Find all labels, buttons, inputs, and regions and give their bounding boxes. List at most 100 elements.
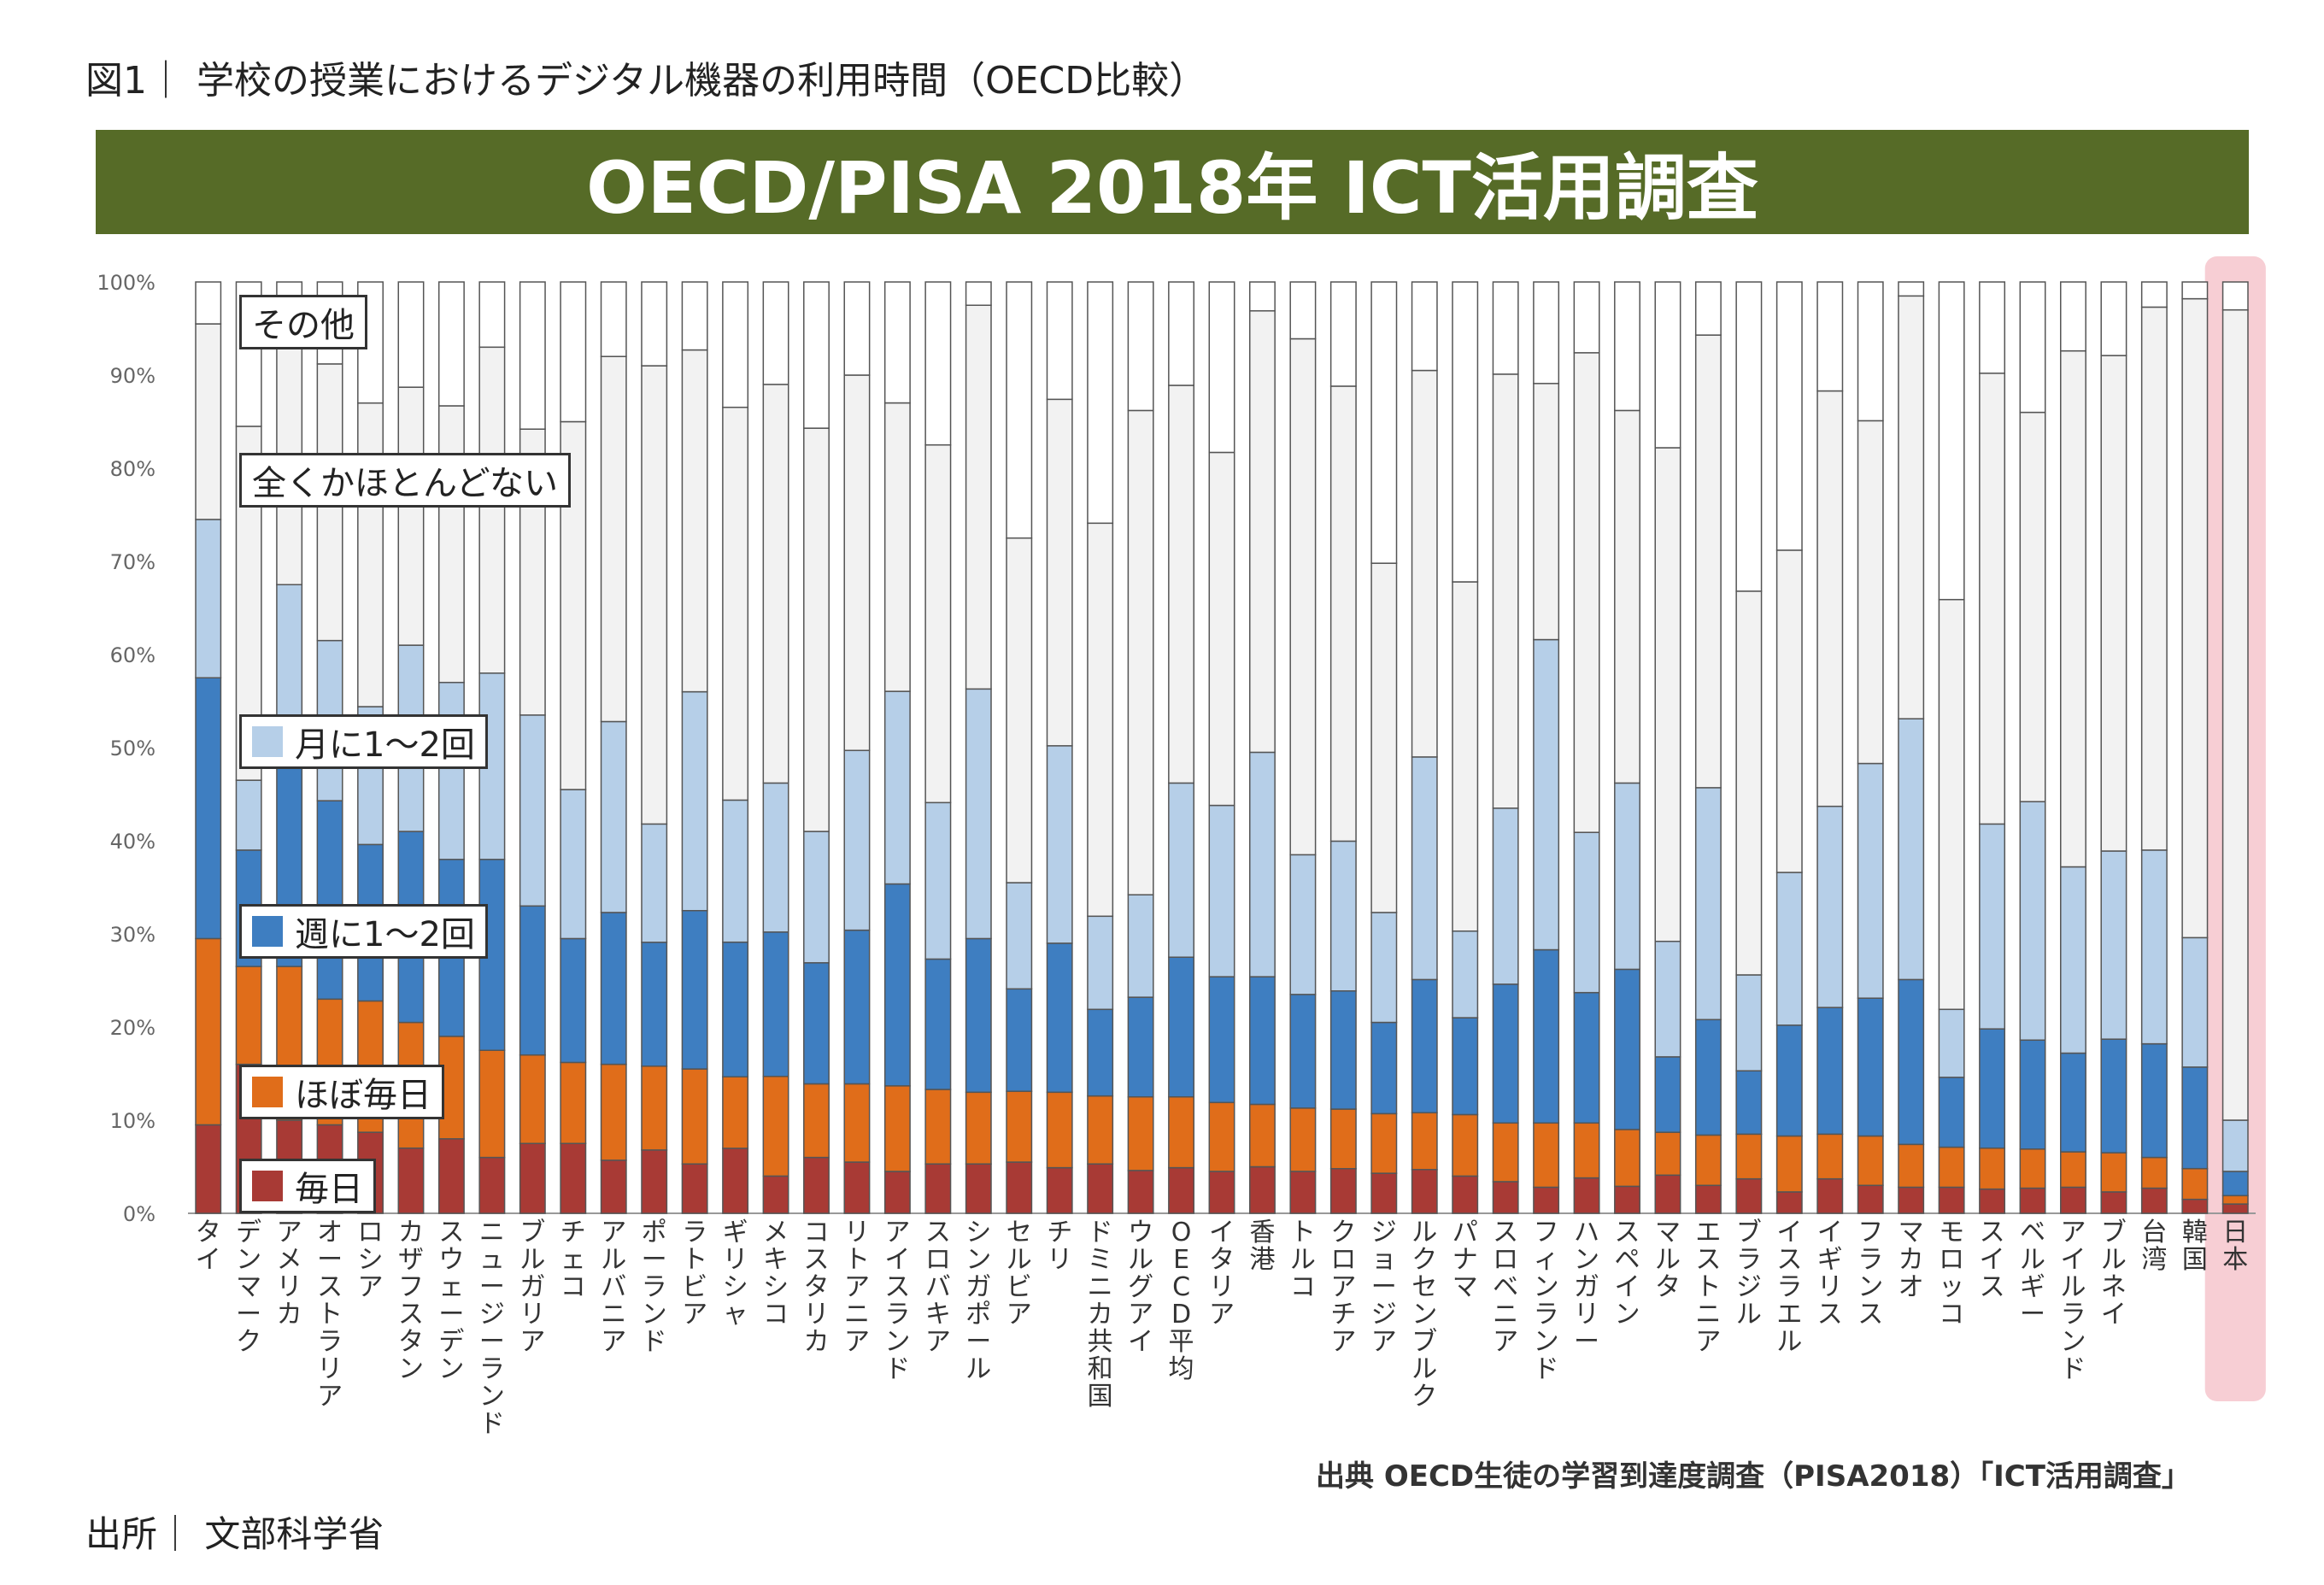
bar-segment-weekly <box>560 937 587 1064</box>
bar-segment-daily <box>883 1171 911 1214</box>
category-label: ラ <box>2060 1300 2086 1330</box>
bar-segment-weekly <box>1087 1008 1114 1097</box>
category-label: ポ <box>642 1218 667 1247</box>
legend-label-weekly: 週に1〜2回 <box>295 915 475 954</box>
bar-segment-weekly <box>2100 1038 2127 1154</box>
category-label: カ <box>1899 1245 1924 1275</box>
category-label: ロ <box>925 1245 951 1275</box>
bar-segment-monthly <box>1979 823 2006 1030</box>
category-label: フ <box>398 1272 424 1302</box>
bar-segment-weekly <box>803 962 830 1085</box>
category-label: ス <box>398 1300 424 1330</box>
bar-segment-weekly <box>1614 968 1640 1130</box>
bar-segment-other <box>1329 281 1357 387</box>
bar-segment-other <box>1654 281 1681 449</box>
category-label: オ <box>317 1218 343 1247</box>
y-tick-label: 0% <box>123 1202 156 1226</box>
category-label: カ <box>398 1218 424 1247</box>
category-label: ブ <box>2101 1218 2127 1247</box>
bar-segment-monthly <box>1452 930 1479 1019</box>
category-label: ロ <box>1939 1245 1964 1275</box>
bar-segment-almost_daily <box>519 1054 546 1144</box>
category-label: イ <box>1980 1245 2005 1275</box>
bar-segment-other <box>843 281 871 376</box>
bar-segment-almost_daily <box>1775 1135 1803 1193</box>
bar-segment-weekly <box>1979 1028 2006 1149</box>
y-tick-label: 80% <box>110 457 156 481</box>
bar-segment-monthly <box>2060 866 2086 1054</box>
category-label: ト <box>317 1300 343 1330</box>
category-label: コ <box>560 1272 586 1302</box>
category-label: キ <box>925 1300 951 1330</box>
category-label: ス <box>1695 1245 1721 1275</box>
bar-segment-monthly <box>1248 751 1276 977</box>
bar-segment-almost_daily <box>1329 1108 1357 1170</box>
bar-segment-other <box>803 281 830 429</box>
bar-segment-daily <box>2019 1187 2046 1214</box>
bar-segment-never <box>965 304 992 690</box>
category-label: コ <box>763 1300 789 1330</box>
bar-segment-weekly <box>1898 978 1925 1146</box>
bar-segment-monthly <box>1411 756 1438 981</box>
category-label: ク <box>1330 1218 1356 1247</box>
category-label: D <box>1171 1300 1191 1330</box>
category-label: フ <box>1534 1218 1559 1247</box>
bar-segment-weekly <box>1816 1007 1844 1136</box>
category-label: ア <box>601 1327 626 1357</box>
bar-segment-daily <box>1006 1161 1033 1214</box>
category-label: ン <box>1574 1245 1599 1275</box>
bar-segment-daily <box>2221 1203 2249 1214</box>
bar-segment-almost_daily <box>1938 1146 1965 1189</box>
category-label: ド <box>1088 1218 1113 1247</box>
category-label: ス <box>1615 1218 1640 1247</box>
bar-segment-almost_daily <box>803 1083 830 1159</box>
bar-segment-daily <box>1735 1177 1763 1214</box>
category-label: シ <box>723 1272 748 1302</box>
bar-segment-daily <box>1208 1171 1235 1214</box>
category-label: ス <box>317 1272 343 1302</box>
category-label: ン <box>2060 1327 2086 1357</box>
bar-segment-monthly <box>965 688 992 940</box>
bar-segment-never <box>2100 355 2127 852</box>
bar-segment-weekly <box>641 942 668 1067</box>
legend-daily: 毎日 <box>239 1159 376 1213</box>
bar-segment-daily <box>1452 1175 1479 1214</box>
bar-segment-almost_daily <box>1289 1107 1317 1172</box>
bar-segment-never <box>803 427 830 832</box>
category-label: マ <box>1452 1272 1478 1302</box>
bar-segment-other <box>681 281 708 351</box>
category-label: イ <box>1128 1327 1153 1357</box>
bar-segment-daily <box>1614 1185 1640 1214</box>
category-label: イ <box>2101 1300 2127 1330</box>
bar-segment-never <box>397 386 425 646</box>
bar-segment-other <box>1857 281 1884 422</box>
category-label: ス <box>1493 1218 1518 1247</box>
bar-segment-daily <box>519 1142 546 1214</box>
category-label: リ <box>723 1245 748 1275</box>
y-tick-label: 70% <box>110 550 156 574</box>
bar-segment-monthly <box>883 690 911 885</box>
bar-segment-never <box>600 355 627 723</box>
category-label: ニ <box>1088 1272 1113 1302</box>
bar-segment-weekly <box>2019 1039 2046 1150</box>
bar-segment-weekly <box>1329 990 1357 1110</box>
bar-segment-weekly <box>1370 1021 1398 1115</box>
bar-segment-never <box>2140 306 2168 851</box>
bar-segment-monthly <box>641 823 668 943</box>
bar-segment-almost_daily <box>1127 1096 1154 1171</box>
bar-segment-daily <box>1370 1172 1398 1214</box>
category-label: チ <box>1330 1300 1356 1330</box>
category-label: リ <box>519 1300 545 1330</box>
bar-segment-never <box>1411 369 1438 758</box>
bar-segment-other <box>762 281 789 385</box>
category-label: ラ <box>884 1300 910 1330</box>
category-label: パ <box>1452 1218 1478 1247</box>
bar-segment-other <box>1370 281 1398 564</box>
bar-segment-almost_daily <box>2181 1167 2209 1200</box>
bar-segment-other <box>1979 281 2006 374</box>
category-label: ン <box>1534 1272 1559 1302</box>
category-label: リ <box>1047 1245 1072 1275</box>
category-label: ナ <box>1452 1245 1478 1275</box>
bar-segment-weekly <box>883 883 911 1087</box>
category-label: ニ <box>1493 1300 1518 1330</box>
